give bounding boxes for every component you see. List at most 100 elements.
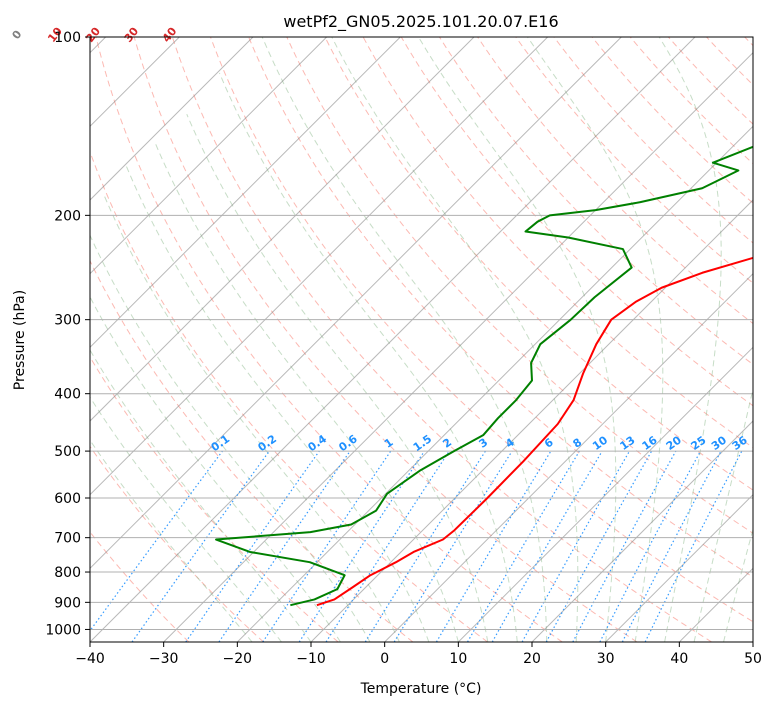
moist-adiabat-line bbox=[154, 141, 459, 642]
mixing-ratio-label: 20 bbox=[664, 433, 684, 453]
dry-adiabat-line bbox=[90, 356, 339, 642]
mixing-ratio-line bbox=[90, 450, 223, 632]
moist-adiabat-line bbox=[125, 165, 430, 642]
x-tick-label: 40 bbox=[670, 651, 688, 667]
y-tick-label: 600 bbox=[54, 491, 81, 507]
dewpoint-line bbox=[215, 145, 753, 607]
moist-adiabat-line bbox=[103, 195, 400, 642]
moist-adiabat-line bbox=[418, 37, 617, 642]
mixing-ratio-label: 36 bbox=[730, 433, 750, 453]
isotherm-line bbox=[90, 37, 549, 496]
moist-adiabat-line bbox=[218, 72, 518, 642]
mixing-ratio-line bbox=[325, 450, 450, 642]
y-tick-label: 200 bbox=[54, 208, 81, 224]
mixing-ratio-label: 16 bbox=[640, 433, 660, 453]
dry-adiabat-line bbox=[515, 37, 753, 284]
mixing-ratio-label: 10 bbox=[590, 433, 610, 453]
dry-adiabat-line bbox=[248, 37, 753, 578]
mixing-ratio-line bbox=[185, 450, 320, 642]
dry-adiabat-line bbox=[744, 37, 753, 47]
isotherm-line bbox=[457, 346, 753, 642]
x-axis-title: Temperature (°C) bbox=[360, 681, 482, 697]
mixing-ratio-label: 3 bbox=[477, 436, 491, 451]
moist-adiabat-line bbox=[723, 527, 753, 642]
y-tick-label: 700 bbox=[54, 531, 81, 547]
dry-adiabat-line bbox=[171, 37, 712, 642]
isotherm-line bbox=[90, 37, 328, 275]
dry-adiabat-label: 0 bbox=[9, 28, 24, 42]
y-tick-label: 500 bbox=[54, 444, 81, 460]
isotherm-line bbox=[163, 51, 753, 642]
isotherm-line bbox=[90, 37, 254, 201]
moist-adiabat-line bbox=[186, 114, 489, 642]
isotherm-line bbox=[236, 125, 753, 642]
mixing-ratio-line bbox=[262, 450, 392, 642]
x-tick-label: −40 bbox=[75, 651, 105, 667]
moist-adiabat-line bbox=[261, 37, 548, 642]
isotherm-line bbox=[531, 420, 753, 642]
chart-title: wetPf2_GN05.2025.101.20.07.E16 bbox=[283, 12, 558, 32]
temperature-line bbox=[316, 256, 753, 607]
y-tick-label: 300 bbox=[54, 313, 81, 329]
mixing-ratio-line bbox=[521, 450, 631, 642]
dry-adiabat-line bbox=[629, 37, 753, 165]
mixing-ratio-label: 8 bbox=[571, 436, 585, 451]
isotherm-line bbox=[384, 272, 753, 642]
y-tick-label: 800 bbox=[54, 565, 81, 581]
mixing-ratio-label: 6 bbox=[542, 436, 556, 451]
isotherm-line bbox=[752, 641, 753, 642]
dry-adiabat-label: 30 bbox=[122, 25, 142, 45]
x-tick-label: −20 bbox=[223, 651, 253, 667]
y-tick-label: 100 bbox=[54, 30, 81, 46]
isotherm-line bbox=[605, 493, 753, 642]
moist-adiabat-line bbox=[90, 349, 312, 642]
profile-lines bbox=[215, 145, 753, 607]
dry-adiabat-line bbox=[553, 37, 753, 244]
isotherm-line bbox=[678, 567, 753, 642]
background-lines bbox=[90, 37, 753, 642]
x-tick-label: 0 bbox=[380, 651, 389, 667]
mixing-ratio-label: 30 bbox=[709, 433, 729, 453]
moist-adiabat-line bbox=[693, 386, 753, 642]
isotherm-line bbox=[310, 199, 753, 642]
mixing-ratio-label: 13 bbox=[617, 434, 637, 453]
dry-adiabat-label: 40 bbox=[160, 25, 180, 45]
mixing-ratio-line bbox=[491, 450, 603, 642]
dry-adiabat-line bbox=[668, 37, 753, 125]
x-tick-label: 20 bbox=[523, 651, 541, 667]
dry-adiabat-line bbox=[591, 37, 753, 204]
x-tick-label: −10 bbox=[296, 651, 326, 667]
x-tick-label: −30 bbox=[149, 651, 179, 667]
moist-adiabat-line bbox=[331, 37, 579, 642]
y-tick-label: 400 bbox=[54, 387, 81, 403]
x-tick-label: 10 bbox=[449, 651, 467, 667]
moist-adiabat-line bbox=[658, 37, 722, 642]
dry-adiabat-line bbox=[210, 37, 753, 623]
dry-adiabat-line bbox=[400, 37, 753, 407]
moist-adiabat-line bbox=[90, 295, 341, 642]
mixing-ratio-label: 25 bbox=[689, 434, 709, 453]
y-tick-label: 900 bbox=[54, 595, 81, 611]
isotherm-line bbox=[90, 37, 696, 642]
mixing-ratio-line bbox=[545, 450, 653, 642]
plot-frame bbox=[89, 36, 754, 643]
isotherm-line bbox=[90, 37, 475, 422]
moist-adiabat-line bbox=[90, 439, 253, 642]
moist-adiabat-line bbox=[90, 234, 371, 642]
x-tick-label: 30 bbox=[597, 651, 615, 667]
y-tick-label: 1000 bbox=[45, 622, 81, 638]
dry-adiabat-line bbox=[90, 531, 190, 642]
y-axis-title: Pressure (hPa) bbox=[12, 290, 28, 390]
x-tick-label: 50 bbox=[744, 651, 762, 667]
dry-adiabat-line bbox=[324, 37, 753, 491]
mixing-ratio-line bbox=[435, 450, 552, 642]
mixing-ratio-label: 2 bbox=[440, 436, 454, 451]
dry-adiabat-line bbox=[477, 37, 753, 325]
mixing-ratio-line bbox=[393, 450, 513, 642]
moist-adiabat-line bbox=[90, 396, 282, 642]
moist-adiabat-line bbox=[527, 37, 664, 642]
mixing-ratio-line bbox=[131, 450, 270, 642]
isotherm-line bbox=[90, 37, 401, 349]
mixing-ratio-label: 1 bbox=[382, 436, 396, 451]
